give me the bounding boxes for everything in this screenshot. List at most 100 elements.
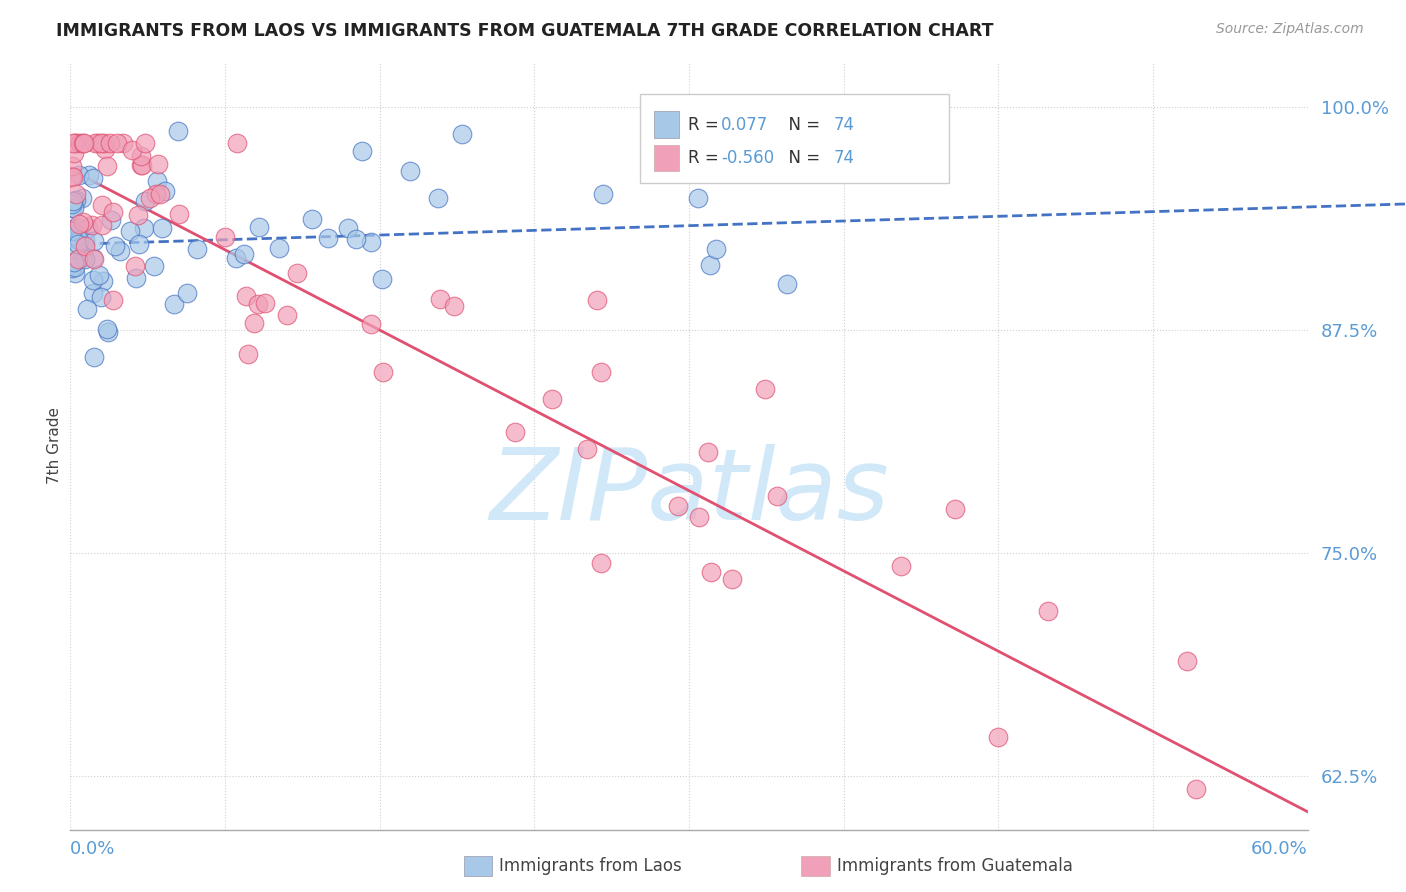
Point	[1184, 781, 1206, 796]
Point	[63, 260, 86, 274]
Point	[443, 299, 465, 313]
Point	[128, 236, 150, 251]
Point	[225, 251, 247, 265]
Point	[233, 247, 256, 261]
Point	[63, 194, 86, 208]
Point	[129, 149, 152, 163]
Point	[83, 234, 105, 248]
Point	[276, 308, 298, 322]
Point	[111, 136, 134, 150]
Point	[225, 136, 247, 150]
Point	[146, 174, 169, 188]
Point	[214, 229, 236, 244]
Point	[108, 244, 131, 259]
Point	[591, 556, 613, 570]
Point	[60, 260, 83, 275]
Point	[97, 325, 120, 339]
Point	[72, 136, 94, 150]
Point	[60, 202, 83, 216]
Text: 0.077: 0.077	[721, 116, 769, 134]
Point	[247, 297, 270, 311]
Point	[301, 211, 323, 226]
Point	[60, 159, 83, 173]
Point	[186, 242, 208, 256]
Point	[131, 158, 153, 172]
Point	[87, 136, 110, 150]
Point	[82, 251, 104, 265]
Point	[73, 252, 96, 266]
Point	[721, 572, 744, 586]
Point	[70, 251, 93, 265]
Point	[66, 237, 89, 252]
Point	[77, 221, 100, 235]
Point	[267, 242, 290, 256]
Point	[67, 168, 90, 182]
Point	[62, 136, 84, 150]
Point	[167, 207, 190, 221]
Point	[83, 350, 105, 364]
Point	[350, 145, 373, 159]
Point	[344, 232, 367, 246]
Text: Immigrants from Guatemala: Immigrants from Guatemala	[837, 857, 1073, 875]
Point	[62, 194, 84, 209]
Point	[285, 266, 308, 280]
Text: 0.0%: 0.0%	[70, 840, 115, 858]
Text: -0.560: -0.560	[721, 149, 775, 167]
Point	[150, 221, 173, 235]
Point	[105, 136, 128, 150]
Point	[243, 316, 266, 330]
Point	[592, 187, 614, 202]
Point	[503, 425, 526, 440]
Point	[754, 382, 776, 396]
Point	[149, 186, 172, 201]
Point	[429, 292, 451, 306]
Point	[688, 510, 710, 524]
Point	[90, 290, 112, 304]
Point	[91, 198, 114, 212]
Point	[238, 347, 260, 361]
Point	[60, 196, 83, 211]
Point	[67, 252, 90, 267]
Point	[76, 302, 98, 317]
Point	[67, 233, 90, 247]
Point	[125, 271, 148, 285]
Point	[103, 239, 125, 253]
Text: IMMIGRANTS FROM LAOS VS IMMIGRANTS FROM GUATEMALA 7TH GRADE CORRELATION CHART: IMMIGRANTS FROM LAOS VS IMMIGRANTS FROM …	[56, 22, 994, 40]
Point	[943, 502, 966, 516]
Point	[60, 259, 83, 273]
Point	[63, 136, 86, 150]
Point	[146, 156, 169, 170]
Text: N =: N =	[778, 149, 825, 167]
Point	[145, 187, 167, 202]
Point	[62, 169, 84, 184]
Point	[65, 247, 87, 261]
Point	[90, 136, 112, 150]
Point	[84, 136, 107, 150]
Point	[67, 234, 90, 248]
Point	[360, 235, 382, 250]
Point	[65, 186, 87, 201]
Point	[91, 219, 114, 233]
Point	[586, 293, 609, 307]
Point	[103, 293, 125, 307]
Point	[67, 217, 90, 231]
Point	[65, 136, 87, 150]
Point	[399, 164, 422, 178]
Point	[167, 124, 190, 138]
Point	[87, 268, 110, 282]
Y-axis label: 7th Grade: 7th Grade	[46, 408, 62, 484]
Text: Immigrants from Laos: Immigrants from Laos	[499, 857, 682, 875]
Point	[73, 239, 96, 253]
Point	[247, 220, 270, 235]
Point	[132, 220, 155, 235]
Point	[688, 191, 710, 205]
Point	[699, 258, 721, 272]
Text: 74: 74	[834, 149, 855, 167]
Point	[124, 259, 146, 273]
Point	[371, 272, 394, 286]
Point	[1036, 604, 1059, 618]
Point	[65, 193, 87, 207]
Point	[775, 277, 797, 292]
Text: N =: N =	[778, 116, 825, 134]
Point	[72, 136, 94, 150]
